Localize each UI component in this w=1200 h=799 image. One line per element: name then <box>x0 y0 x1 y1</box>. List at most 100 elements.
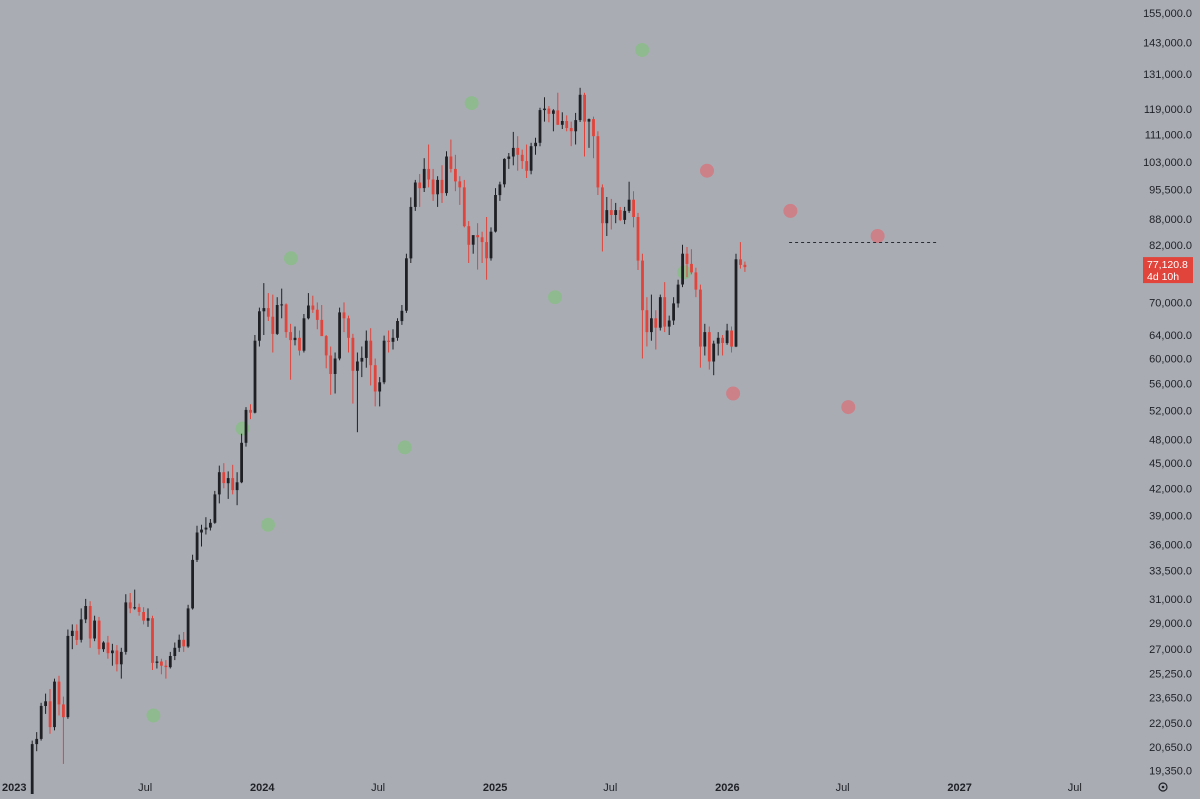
candle-body <box>699 289 702 347</box>
candle <box>592 116 595 159</box>
candle-body <box>39 705 43 739</box>
candle <box>690 249 693 275</box>
candle-body <box>195 532 199 560</box>
candle-body <box>231 478 235 491</box>
candle <box>231 464 235 495</box>
candle <box>658 294 662 331</box>
candle-body <box>338 312 341 359</box>
candle <box>623 206 627 225</box>
candle <box>685 247 689 278</box>
candle-body <box>369 340 373 366</box>
candle-body <box>217 472 221 495</box>
candle <box>347 315 350 353</box>
candle <box>676 279 680 308</box>
candle-body <box>298 337 301 351</box>
candle-body <box>405 258 408 311</box>
price-axis[interactable]: 155,000.0 143,000.0 131,000.0 119,000.0 111,… <box>1143 8 1192 777</box>
candle-body <box>667 320 671 327</box>
y-tick-label: 82,000.0 <box>1149 240 1192 252</box>
candle <box>454 154 457 192</box>
candle-body <box>266 308 270 317</box>
candle <box>356 352 359 433</box>
candle-body <box>413 182 417 207</box>
candle <box>725 323 729 345</box>
candle-body <box>556 110 560 125</box>
candle-body <box>596 136 600 188</box>
candle <box>142 607 145 625</box>
candle-body <box>578 94 582 121</box>
candle-body <box>97 620 101 650</box>
candle <box>476 223 480 270</box>
candle <box>102 641 105 652</box>
candle <box>249 404 252 420</box>
candle <box>667 315 671 335</box>
candle-body <box>302 318 306 351</box>
candle-countdown: 4d 10h <box>1147 271 1179 283</box>
y-tick-label: 33,500.0 <box>1149 566 1192 578</box>
x-tick-label: Jul <box>836 782 850 794</box>
candle-body <box>467 226 471 245</box>
candle-body <box>650 318 653 333</box>
candle-body <box>382 340 386 383</box>
time-axis[interactable]: 2023 Jul 2024 Jul 2025 Jul 2026 Jul 2027 Jul <box>2 782 1082 794</box>
y-tick-label: 36,000.0 <box>1149 539 1192 551</box>
chart-settings-button[interactable] <box>1158 782 1168 792</box>
candle <box>739 242 742 269</box>
candle-body <box>422 168 426 189</box>
candle-body <box>525 161 529 171</box>
candle <box>609 198 613 230</box>
candle <box>547 106 551 123</box>
candle <box>703 323 707 356</box>
candle-body <box>191 559 194 609</box>
candle-body <box>534 142 537 147</box>
candle <box>574 112 578 145</box>
candle-body <box>507 156 511 159</box>
candle <box>262 283 266 335</box>
candle <box>618 206 622 222</box>
candle-body <box>565 121 569 128</box>
candle-body <box>569 128 573 132</box>
candle-body <box>160 661 163 666</box>
candle-body <box>373 365 377 392</box>
candle <box>632 191 635 228</box>
candle <box>431 168 435 201</box>
candle-body <box>75 630 79 640</box>
candle <box>191 554 194 610</box>
candle-body <box>142 612 145 621</box>
candle <box>494 188 497 233</box>
candle <box>641 253 644 359</box>
candle <box>449 139 453 173</box>
candle-body <box>119 651 123 665</box>
candle-body <box>168 656 172 668</box>
candle <box>730 326 733 353</box>
candle <box>498 181 502 201</box>
candle-body <box>427 168 431 180</box>
candle <box>284 303 288 338</box>
candle <box>302 314 306 353</box>
candle <box>400 305 404 325</box>
candle <box>743 261 747 272</box>
gear-icon[interactable] <box>1158 782 1168 792</box>
candle <box>70 624 74 650</box>
candle <box>84 598 88 624</box>
candle-body <box>431 179 435 195</box>
y-tick-label: 70,000.0 <box>1149 297 1192 309</box>
candle <box>511 131 515 166</box>
y-tick-label: 19,350.0 <box>1149 765 1192 777</box>
candle <box>467 221 471 263</box>
candle-body <box>583 94 586 122</box>
candle-body <box>605 210 609 224</box>
candle <box>694 267 698 298</box>
candle <box>569 121 573 147</box>
candle <box>699 284 702 368</box>
candle-body <box>360 357 364 362</box>
candle-body <box>177 639 181 648</box>
y-tick-label: 103,000.0 <box>1143 157 1192 169</box>
candle-body <box>743 264 747 268</box>
y-tick-label: 48,000.0 <box>1149 435 1192 447</box>
candle-body <box>543 108 546 111</box>
x-tick-label: Jul <box>138 782 152 794</box>
candle-body <box>213 494 217 523</box>
